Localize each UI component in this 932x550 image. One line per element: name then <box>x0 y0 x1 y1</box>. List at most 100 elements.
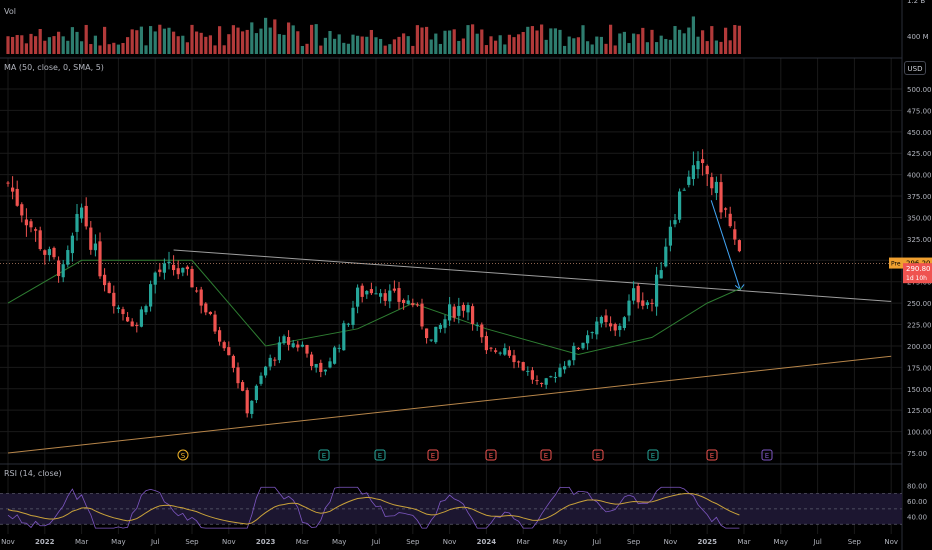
candle-body <box>443 319 447 328</box>
volume-axis: 1.2 B 400 M <box>907 0 929 41</box>
volume-bar <box>268 27 272 54</box>
trend-lines <box>0 200 902 454</box>
volume-bar <box>11 36 15 54</box>
volume-bar <box>185 42 189 54</box>
candle-body <box>507 350 511 356</box>
time-tick-label: Mar <box>296 538 309 546</box>
earnings-marker-icon <box>427 449 439 461</box>
volume-bar <box>388 44 392 54</box>
candle-body <box>356 287 360 307</box>
candle-body <box>484 336 488 351</box>
candle-body <box>705 165 709 175</box>
candle-body <box>15 188 19 206</box>
volume-bar <box>89 44 93 54</box>
volume-bar <box>696 36 700 54</box>
event-marker-letter: E <box>596 452 600 460</box>
volume-bar <box>208 35 212 54</box>
candle-body <box>204 303 208 313</box>
volume-bar <box>443 30 447 54</box>
candle-body <box>517 361 521 363</box>
rsi-pane-label[interactable]: RSI (14, close) <box>4 469 62 478</box>
candle-body <box>277 342 281 361</box>
volume-bar <box>641 27 645 54</box>
volume-bar <box>668 39 672 54</box>
ma-indicator-label[interactable]: MA (50, close, 0, SMA, 5) <box>4 63 104 72</box>
volume-bar <box>489 36 493 54</box>
candle-body <box>415 304 419 306</box>
volume-bar <box>636 34 640 54</box>
volume-bar <box>204 36 208 54</box>
volume-bar <box>172 31 176 54</box>
volume-bar <box>645 42 649 54</box>
candle-body <box>438 324 442 330</box>
volume-bar <box>103 26 107 54</box>
volume-bar <box>438 43 442 54</box>
candle-body <box>572 345 576 361</box>
volume-bar <box>655 42 659 54</box>
volume-bar <box>107 44 111 54</box>
price-tick-label: 100.00 <box>907 429 932 437</box>
volume-bar <box>80 41 84 54</box>
price-tick-label: 375.00 <box>907 193 932 201</box>
volume-bar <box>346 43 350 54</box>
price-tick-label: 450.00 <box>907 129 932 137</box>
candle-body <box>70 235 74 254</box>
candle-body <box>314 363 318 368</box>
candle-body <box>333 347 337 364</box>
volume-bar <box>181 35 185 54</box>
candle-body <box>213 314 217 332</box>
volume-bars <box>6 16 741 55</box>
candle-body <box>682 189 686 191</box>
volume-bar <box>337 34 341 54</box>
candle-body <box>425 328 429 339</box>
rsi-tick-label: 40.00 <box>907 514 927 522</box>
volume-bar <box>222 45 226 54</box>
volume-bar <box>517 34 521 54</box>
volume-bar <box>415 25 419 54</box>
candle-body <box>130 321 134 327</box>
volume-bar <box>126 37 130 54</box>
candle-body <box>139 309 143 327</box>
candle-body <box>678 191 682 220</box>
volume-bar <box>34 36 38 54</box>
candle-body <box>374 293 378 295</box>
volume-bar <box>632 33 636 54</box>
event-marker-letter: E <box>651 452 655 460</box>
volume-bar <box>471 24 475 54</box>
candle-body <box>604 315 608 323</box>
event-marker-letter: S <box>181 452 186 460</box>
time-tick-label: Nov <box>1 538 15 546</box>
volume-bar <box>425 26 429 54</box>
candle-body <box>98 241 102 277</box>
candle-body <box>719 182 723 213</box>
currency-button[interactable]: USD <box>904 61 926 75</box>
volume-bar <box>360 36 364 54</box>
volume-bar <box>199 32 203 54</box>
candle-body <box>526 370 530 372</box>
volume-bar <box>719 41 723 54</box>
volume-bar <box>691 16 695 55</box>
volume-bar <box>710 26 714 54</box>
time-tick-label: Jul <box>150 538 160 546</box>
volume-bar <box>586 41 590 54</box>
volume-bar <box>498 35 502 54</box>
candle-body <box>402 299 406 303</box>
candle-body <box>480 324 484 338</box>
candle-body <box>305 344 309 354</box>
volume-bar <box>365 36 369 54</box>
candle-body <box>392 288 396 291</box>
candle-body <box>199 289 203 306</box>
volume-bar <box>328 31 332 54</box>
resistance-trendline <box>173 249 892 302</box>
price-tick-label: 500.00 <box>907 86 932 94</box>
earnings-marker-icon <box>485 449 497 461</box>
candle-body <box>452 306 456 318</box>
volume-bar <box>356 35 360 54</box>
candle-body <box>80 207 84 219</box>
volume-bar <box>264 17 268 54</box>
candle-body <box>530 370 534 380</box>
candle-body <box>489 347 493 349</box>
